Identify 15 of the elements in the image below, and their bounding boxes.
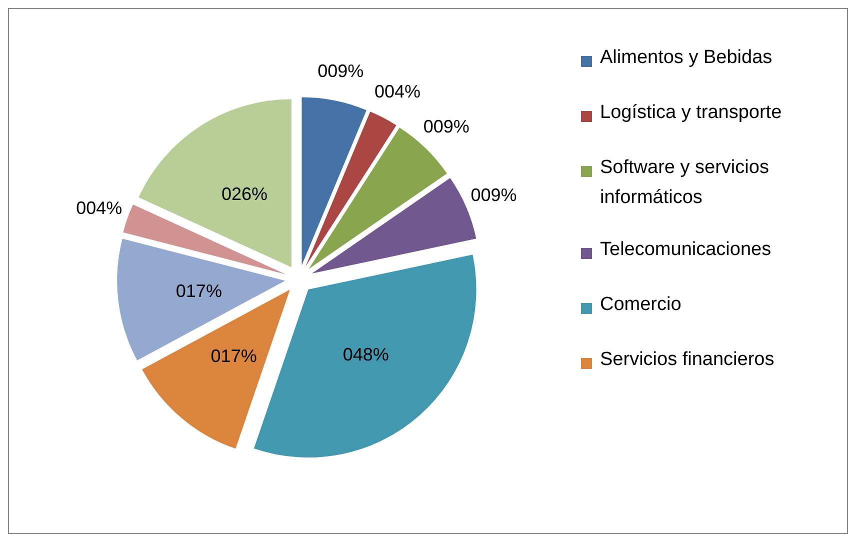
data-label: 026% (221, 184, 268, 204)
data-label: 009% (318, 61, 364, 82)
legend-label: Software y servicios informáticos (600, 156, 770, 210)
legend-label: Alimentos y Bebidas (600, 46, 772, 70)
legend-label: Servicios financieros (600, 348, 774, 372)
legend-label: Telecomunicaciones (600, 238, 772, 262)
data-label: 009% (423, 116, 470, 137)
data-label: 017% (210, 346, 257, 366)
data-label: 004% (374, 81, 421, 102)
data-label: 017% (176, 281, 222, 302)
data-label: 004% (76, 198, 122, 218)
data-label: 009% (470, 185, 517, 206)
legend-label: Comercio (600, 293, 682, 317)
data-label: 048% (342, 344, 389, 364)
legend-label: Logística y transporte (600, 101, 782, 125)
